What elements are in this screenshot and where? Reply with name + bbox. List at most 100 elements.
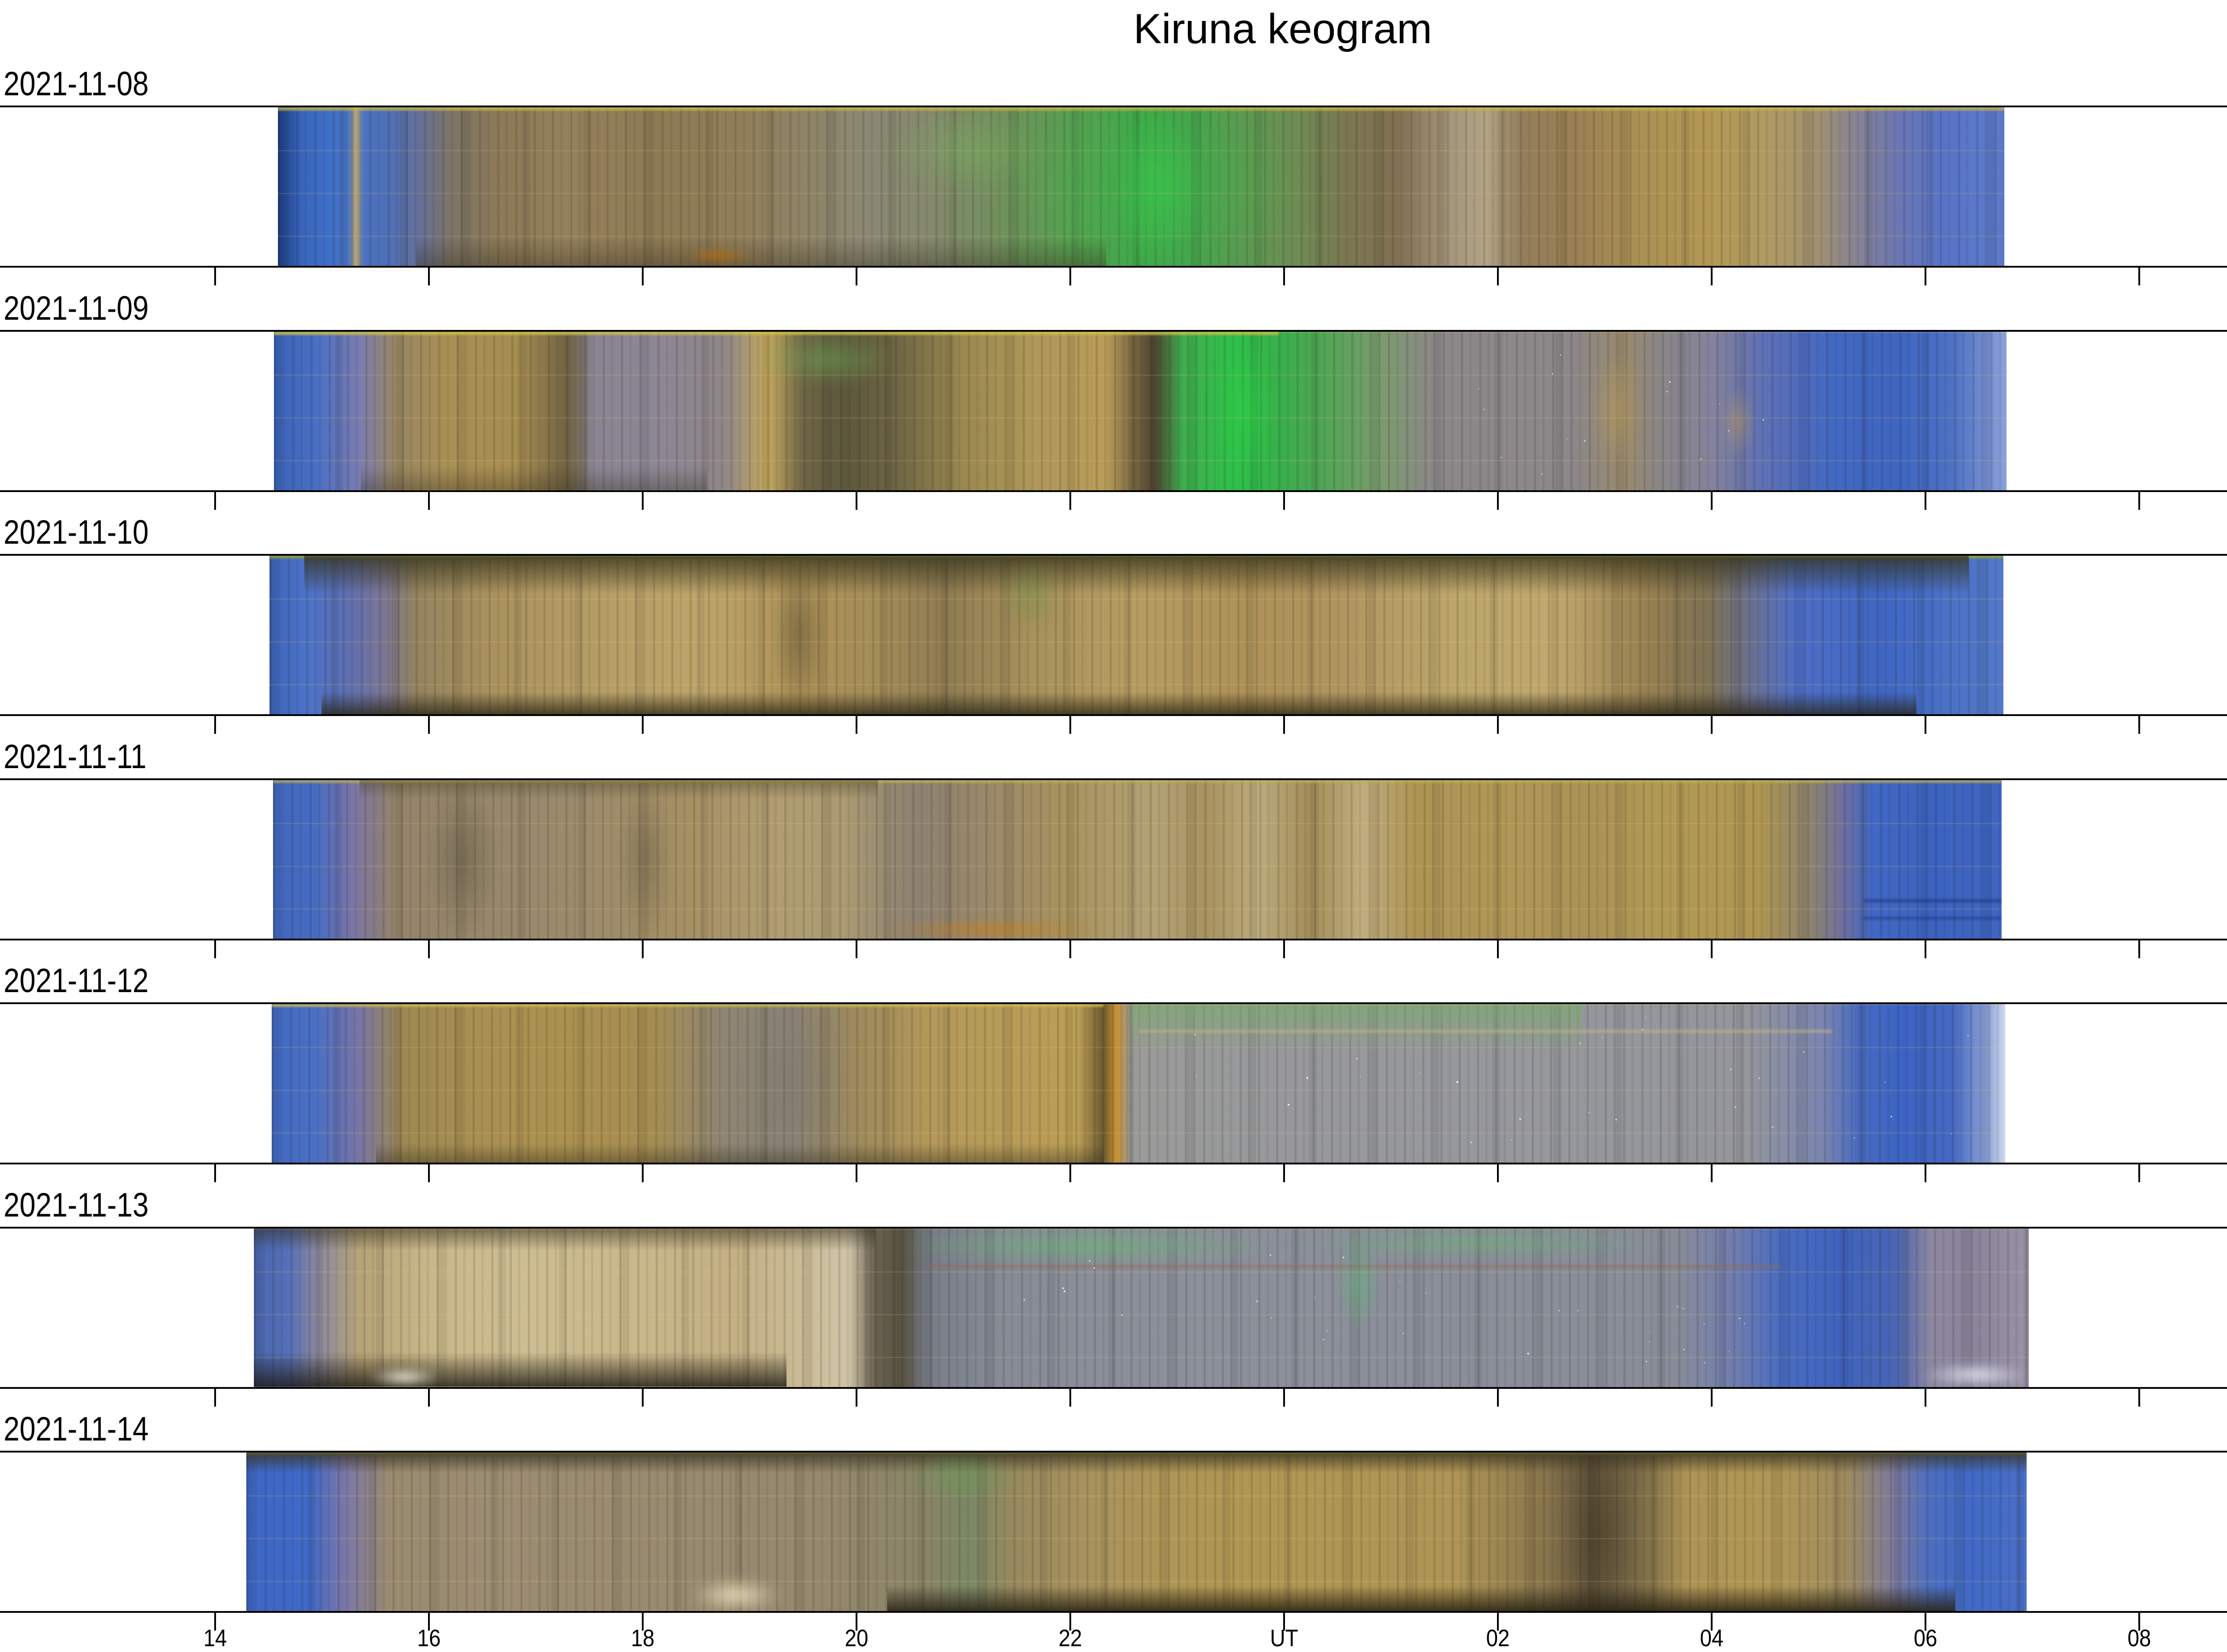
- axis-tick: [856, 268, 857, 285]
- star-dot: [1583, 439, 1586, 442]
- keogram-strip: [273, 780, 2002, 939]
- axis-tick-label: 18: [631, 1625, 655, 1652]
- star-dot: [1744, 1322, 1746, 1324]
- star-dot: [1577, 1310, 1578, 1311]
- star-dot: [1288, 1104, 1290, 1106]
- star-dot: [1682, 1307, 1684, 1309]
- axis-tick: [214, 940, 216, 958]
- star-dot: [1419, 1073, 1421, 1074]
- strip-feature-patch: [882, 107, 1055, 195]
- axis-tick: [1925, 268, 1926, 285]
- axis-tick: [642, 492, 644, 510]
- keogram-strip: [246, 1453, 2027, 1611]
- axis-tick: [1069, 268, 1071, 285]
- star-dot: [1407, 1133, 1409, 1134]
- strip-feature-patch: [878, 919, 1103, 939]
- star-dot: [1645, 1360, 1647, 1362]
- axis-tick: [2138, 492, 2140, 510]
- strip-feature-hline: [928, 1265, 1781, 1269]
- strip-feature-vfade: [254, 1228, 875, 1251]
- strip-feature-patch: [428, 780, 498, 939]
- strip-feature-patch: [691, 1579, 781, 1611]
- row-date-left: 2021-11-09: [4, 289, 149, 327]
- axis-tick: [214, 1613, 216, 1631]
- axis-tick: [428, 716, 430, 734]
- axis-tick: [1497, 268, 1499, 285]
- row-bottom-axis-line: [0, 714, 2227, 716]
- axis-tick: [1925, 492, 1926, 510]
- strip-feature-hline: [273, 780, 2002, 783]
- axis-tick: [1497, 940, 1499, 958]
- axis-tick: [1497, 1164, 1499, 1182]
- star-dot: [1314, 1297, 1316, 1298]
- axis-tick: [856, 1388, 857, 1407]
- star-dot: [1704, 1323, 1705, 1325]
- strip-feature-patch: [1563, 1453, 1635, 1611]
- star-dot: [1853, 1137, 1855, 1139]
- strip-feature-patch: [1209, 331, 1279, 490]
- axis-tick: [642, 940, 644, 958]
- strip-feature-hline: [278, 107, 2004, 110]
- star-dot: [1677, 1306, 1679, 1308]
- strip-feature-vfade: [375, 1143, 1104, 1163]
- star-dot: [1649, 1332, 1651, 1333]
- axis-tick-label: 22: [1058, 1625, 1082, 1652]
- row-bottom-axis-line: [0, 266, 2227, 268]
- star-dot: [1456, 1081, 1458, 1083]
- chart-title: Kiruna keogram: [1133, 5, 1432, 53]
- axis-tick: [2138, 1613, 2140, 1631]
- star-dot: [1642, 1028, 1644, 1030]
- axis-tick: [1711, 1388, 1713, 1407]
- strip-feature-patch: [998, 559, 1067, 631]
- axis-tick-label: 14: [203, 1625, 227, 1652]
- star-dot: [1669, 381, 1671, 383]
- axis-tick: [1283, 1613, 1285, 1631]
- strip-feature-hline: [269, 556, 2003, 558]
- star-dot: [1024, 1299, 1026, 1301]
- axis-tick: [428, 1164, 430, 1182]
- axis-tick: [2138, 1164, 2140, 1182]
- axis-tick-label: UT: [1270, 1625, 1298, 1652]
- strip-feature-hline: [272, 1004, 1104, 1007]
- keogram-strip: [254, 1228, 2029, 1387]
- star-dot: [1425, 1292, 1427, 1294]
- axis-tick: [1283, 1388, 1285, 1407]
- keogram-strip: [274, 331, 2007, 490]
- keogram-strip: [269, 556, 2003, 714]
- star-dot: [1602, 1037, 1603, 1038]
- row-bottom-axis-line: [0, 1163, 2227, 1164]
- axis-tick: [856, 940, 857, 958]
- axis-tick: [1711, 1164, 1713, 1182]
- axis-tick-label: 04: [1700, 1625, 1724, 1652]
- star-dot: [1360, 1076, 1361, 1078]
- strip-feature-vfade: [1131, 1004, 1583, 1052]
- star-dot: [1758, 1078, 1760, 1079]
- strip-feature-vfade: [360, 466, 707, 490]
- star-dot: [1578, 1042, 1581, 1045]
- axis-tick: [1925, 940, 1926, 958]
- star-dot: [1511, 1139, 1512, 1140]
- star-dot: [1771, 1126, 1774, 1128]
- axis-tick: [428, 1613, 430, 1631]
- axis-tick: [856, 716, 857, 734]
- axis-tick: [1283, 940, 1285, 958]
- strip-feature-patch: [1922, 1363, 2029, 1387]
- star-dot: [1558, 1310, 1560, 1312]
- row-top-axis-line: [0, 330, 2227, 332]
- strip-feature-vfade: [254, 1352, 787, 1387]
- axis-tick: [1711, 940, 1713, 958]
- star-dot: [1093, 1267, 1095, 1269]
- strip-feature-patch: [772, 556, 824, 714]
- axis-tick: [1497, 492, 1499, 510]
- star-dot: [1967, 1034, 1969, 1036]
- strip-feature-patch: [683, 247, 753, 266]
- row-top-axis-line: [0, 1226, 2227, 1229]
- keogram-strip: [272, 1004, 2005, 1163]
- strip-feature-hline: [274, 331, 1279, 335]
- star-dot: [1356, 1058, 1358, 1060]
- star-dot: [1484, 408, 1485, 410]
- star-dot: [1322, 1339, 1324, 1341]
- axis-tick-label: 08: [2127, 1625, 2151, 1652]
- axis-tick: [428, 492, 430, 510]
- star-dot: [1194, 1034, 1195, 1035]
